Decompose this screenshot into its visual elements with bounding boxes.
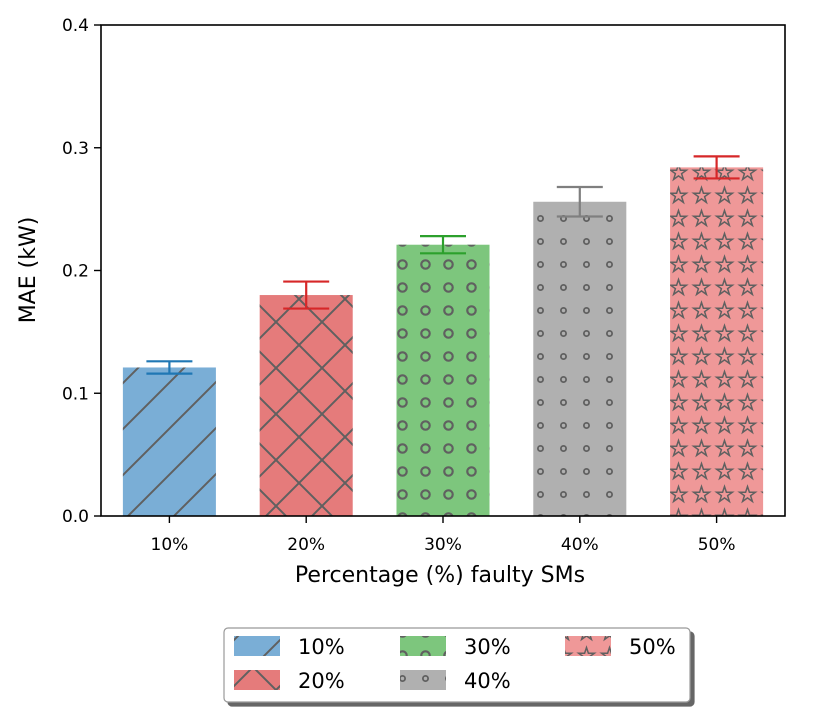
- legend-label: 30%: [464, 635, 511, 659]
- x-tick-label: 40%: [561, 535, 599, 555]
- legend-item-10pct: 10%: [234, 635, 345, 659]
- bar-hatch: [122, 367, 216, 516]
- legend-label: 40%: [464, 669, 511, 693]
- error-bar: [693, 155, 740, 180]
- legend-swatch-hatch: [400, 670, 446, 690]
- legend-label: 50%: [629, 635, 676, 659]
- x-tick-label: 30%: [424, 535, 462, 555]
- bar-50pct: [670, 167, 764, 516]
- bars-group: [122, 167, 764, 516]
- bar-30pct: [396, 244, 490, 516]
- bar-hatch: [396, 244, 490, 516]
- error-bars-group: [146, 155, 740, 375]
- bar-20pct: [259, 295, 353, 516]
- y-axis-label: MAE (kW): [16, 217, 41, 324]
- legend-swatch-hatch: [565, 636, 611, 656]
- bar-hatch: [670, 167, 764, 516]
- y-tick-label: 0.2: [62, 262, 89, 282]
- x-tick-label: 50%: [698, 535, 736, 555]
- y-tick-label: 0.1: [62, 384, 89, 404]
- x-tick-label: 20%: [287, 535, 325, 555]
- legend-item-30pct: 30%: [400, 635, 511, 659]
- legend-item-50pct: 50%: [565, 635, 676, 659]
- y-tick-label: 0.0: [62, 507, 89, 527]
- legend-box: [223, 627, 691, 703]
- bar-40pct: [533, 201, 627, 516]
- error-bar: [283, 280, 330, 310]
- y-tick-label: 0.3: [62, 139, 89, 159]
- bar-hatch: [533, 201, 627, 516]
- legend-swatch-hatch: [234, 636, 280, 656]
- legend-label: 10%: [298, 635, 345, 659]
- error-bar: [420, 235, 466, 255]
- x-tick-label: 10%: [151, 535, 189, 555]
- error-bar: [556, 185, 603, 218]
- axes-group: 0.0 0.1 0.2 0.3 0.4 10% 20% 30% 40% 50%: [62, 16, 786, 555]
- x-axis-label: Percentage (%) faulty SMs: [295, 563, 585, 588]
- legend-item-20pct: 20%: [234, 669, 345, 693]
- y-tick-label: 0.4: [62, 16, 89, 36]
- legend: 10% 20% 30% 40% 50%: [223, 627, 691, 703]
- legend-swatch-hatch: [234, 670, 280, 690]
- legend-item-40pct: 40%: [400, 669, 511, 693]
- legend-label: 20%: [298, 669, 345, 693]
- bar-hatch: [259, 295, 353, 516]
- bar-10pct: [122, 367, 216, 516]
- legend-swatch-hatch: [400, 636, 446, 656]
- error-bar: [146, 360, 193, 375]
